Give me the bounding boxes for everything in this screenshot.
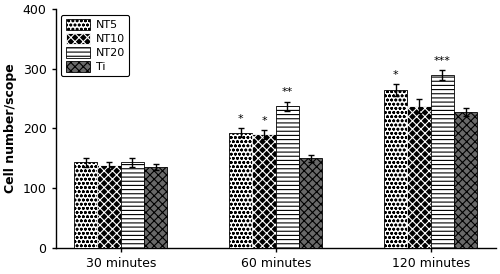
Legend: NT5, NT10, NT20, Ti: NT5, NT10, NT20, Ti (61, 15, 130, 76)
Bar (74, 162, 98, 248)
Bar (299, 158, 322, 248)
Bar (252, 135, 276, 248)
Text: *: * (262, 116, 267, 126)
Bar (229, 133, 252, 248)
Text: **: ** (282, 87, 293, 98)
Bar (454, 112, 477, 248)
Text: *: * (393, 70, 398, 79)
Bar (430, 75, 454, 248)
Text: ***: *** (434, 56, 451, 66)
Bar (144, 167, 167, 248)
Bar (276, 106, 299, 248)
Bar (408, 106, 430, 248)
Bar (120, 162, 144, 248)
Y-axis label: Cell number/scope: Cell number/scope (4, 64, 17, 193)
Bar (384, 90, 407, 248)
Text: *: * (238, 114, 244, 124)
Bar (98, 165, 120, 248)
